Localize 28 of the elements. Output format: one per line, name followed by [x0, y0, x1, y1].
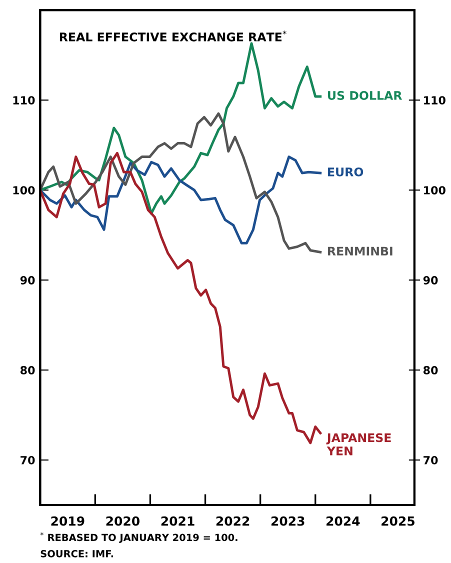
x-tick-label: 2023	[271, 516, 304, 526]
y-tick-label: 100	[13, 186, 35, 194]
series-label: EURO	[328, 167, 364, 176]
series-label: US DOLLAR	[328, 91, 402, 100]
x-tick-label: 2025	[382, 516, 414, 526]
x-tick-label: 2022	[216, 516, 250, 526]
series-label: JAPANESE YEN	[326, 433, 391, 456]
source-note: SOURCE: IMF.	[40, 550, 114, 558]
y2-tick-label: 70	[424, 456, 438, 464]
x-tick-label: 2021	[161, 516, 194, 526]
y2-tick-label: 100	[424, 186, 446, 194]
y2-tick-label: 90	[423, 276, 438, 284]
y-tick-label: 80	[20, 366, 35, 374]
line-series	[40, 156, 322, 244]
y-tick-label: 90	[20, 276, 35, 284]
line-series	[40, 152, 322, 444]
x-tick-label: 2024	[326, 516, 360, 526]
y2-tick-label: 110	[424, 96, 446, 104]
text: $^{*}$ REBASED TO JANUARY 2019 = 100.	[40, 532, 238, 543]
y-tick-label: 110	[13, 96, 35, 104]
x-tick-label: 2019	[51, 516, 84, 526]
series-label: RENMINBI	[328, 246, 392, 256]
x-tick-label: 2020	[106, 516, 140, 526]
line-series	[40, 42, 322, 215]
y2-tick-label: 80	[423, 366, 438, 374]
y-tick-label: 70	[20, 456, 35, 464]
text: REAL EFFECTIVE EXCHANGE RATE$^{*}$	[60, 30, 286, 42]
line-series	[40, 112, 322, 254]
